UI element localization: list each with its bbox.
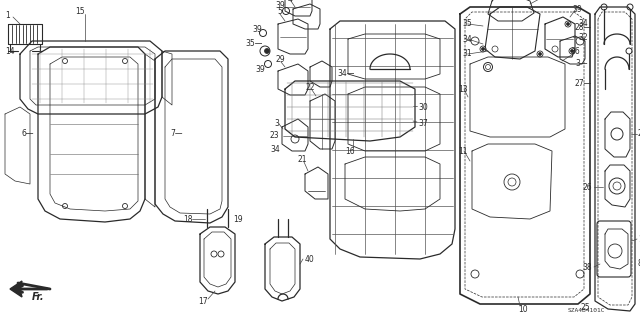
Circle shape bbox=[538, 53, 541, 56]
Text: 4: 4 bbox=[288, 0, 293, 4]
Text: 28—: 28— bbox=[575, 23, 592, 32]
Circle shape bbox=[264, 48, 269, 54]
Text: 6—: 6— bbox=[22, 130, 35, 138]
Text: 12: 12 bbox=[638, 234, 640, 243]
Text: 39: 39 bbox=[252, 25, 262, 33]
Text: 1: 1 bbox=[5, 11, 10, 20]
Text: 26: 26 bbox=[582, 182, 592, 191]
Text: 7—: 7— bbox=[170, 130, 182, 138]
Text: 19: 19 bbox=[233, 214, 243, 224]
Text: 11: 11 bbox=[458, 146, 467, 155]
Text: 39: 39 bbox=[275, 2, 285, 11]
Text: 39: 39 bbox=[255, 64, 265, 73]
Text: 34: 34 bbox=[578, 19, 588, 28]
Text: SZA4B4101C: SZA4B4101C bbox=[568, 308, 605, 314]
Text: 25: 25 bbox=[580, 302, 590, 311]
Text: 13: 13 bbox=[458, 85, 468, 93]
Text: 21: 21 bbox=[297, 154, 307, 164]
Text: 27—: 27— bbox=[575, 79, 592, 88]
Text: 16: 16 bbox=[345, 146, 355, 155]
Text: 32: 32 bbox=[578, 33, 588, 41]
Polygon shape bbox=[10, 281, 22, 297]
Text: 35—: 35— bbox=[245, 40, 262, 48]
Circle shape bbox=[566, 23, 570, 26]
Text: Fr.: Fr. bbox=[32, 292, 45, 302]
Text: 14: 14 bbox=[5, 47, 15, 56]
Text: 37: 37 bbox=[418, 120, 428, 129]
Text: 39: 39 bbox=[572, 4, 582, 13]
Text: 10: 10 bbox=[518, 305, 527, 314]
Text: 35: 35 bbox=[462, 19, 472, 28]
Text: 31: 31 bbox=[462, 49, 472, 58]
Text: 23: 23 bbox=[270, 131, 280, 140]
Text: 38: 38 bbox=[582, 263, 592, 271]
Text: 36: 36 bbox=[570, 47, 580, 56]
Text: 40: 40 bbox=[305, 255, 315, 263]
Text: 5: 5 bbox=[277, 6, 282, 16]
Text: 34: 34 bbox=[270, 145, 280, 153]
Text: 8: 8 bbox=[638, 259, 640, 269]
Text: 29: 29 bbox=[275, 55, 285, 63]
Text: 22: 22 bbox=[306, 83, 316, 92]
Circle shape bbox=[570, 49, 573, 53]
Text: 15: 15 bbox=[75, 6, 84, 16]
Text: 3: 3 bbox=[274, 120, 279, 129]
Text: 34: 34 bbox=[462, 34, 472, 43]
Text: 18: 18 bbox=[183, 214, 193, 224]
Text: 34—: 34— bbox=[337, 70, 355, 78]
Text: 3—: 3— bbox=[575, 60, 588, 69]
Text: 30: 30 bbox=[418, 102, 428, 112]
Circle shape bbox=[481, 48, 484, 50]
Text: 2: 2 bbox=[638, 130, 640, 138]
Text: 17: 17 bbox=[198, 296, 207, 306]
